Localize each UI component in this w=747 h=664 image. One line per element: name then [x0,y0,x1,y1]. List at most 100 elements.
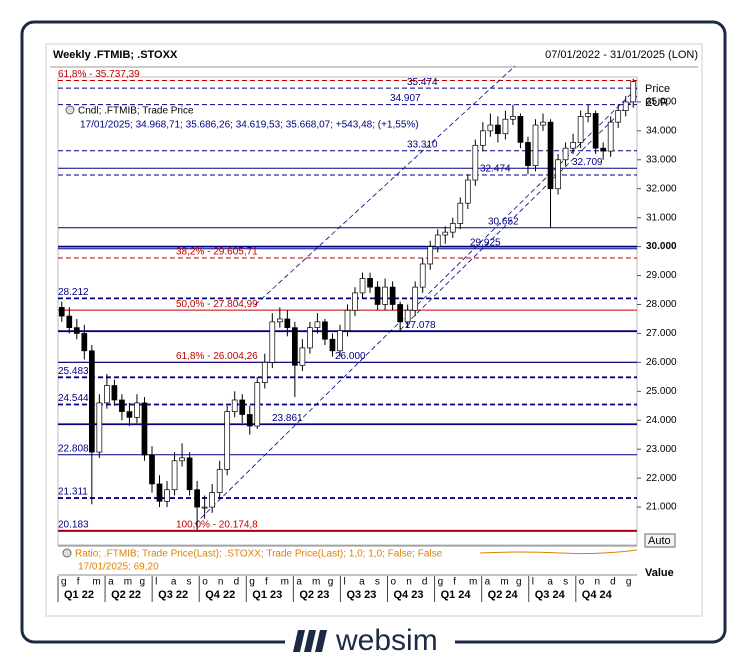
quarter-label: Q1 24 [441,589,472,601]
candle-body [525,142,531,166]
month-label: o [579,577,585,588]
candle-body [284,318,291,328]
month-label: a [485,577,491,588]
level-label: 38,2% - 29.605,71 [176,247,258,258]
candle-body [577,116,584,143]
month-label: d [422,577,428,588]
candle-body [457,202,464,224]
month-label: f [77,577,80,588]
month-label: a [296,577,302,588]
candle-body [111,385,118,401]
level-label: 30.652 [488,216,519,227]
logo-mark [293,630,327,652]
y-axis-unit: EUR [645,97,668,109]
y-tick-label: 30.000 [646,241,677,252]
candle-body [389,286,396,305]
y-tick-label: 31.000 [646,212,677,223]
chart-title: Weekly .FTMIB; .STOXX [53,49,178,61]
y-tick-label: 29.000 [646,270,677,281]
candle-body [246,414,253,427]
candle-body [472,144,479,181]
auto-button[interactable] [644,533,676,548]
month-label: m [281,577,289,588]
level-label: 32.474 [480,164,511,175]
candle-body [186,457,193,491]
candle-body [322,321,328,340]
candle-body [600,147,607,152]
month-label: f [453,577,456,588]
candle-body [427,246,434,265]
quarter-label: Q2 22 [111,589,141,601]
y-tick-label: 28.000 [646,299,677,310]
logo-stroke [315,630,327,652]
candle-body [442,231,449,236]
candle-body [156,483,163,502]
chart-panel [45,43,703,617]
candle-body [359,278,366,294]
candle-body [397,304,403,323]
month-label: m [124,577,132,588]
candle-body [209,492,215,508]
candle-body [66,315,73,328]
level-label: 26.000 [335,351,366,362]
candle-body [495,124,501,135]
y-tick-label: 25.000 [646,386,677,397]
candle-body [540,121,546,126]
y-tick-label: 21.000 [646,502,677,513]
candle-body [367,278,373,288]
y-tick-label: 24.000 [646,415,677,426]
legend-title: Cndl; .FTMIB; Trade Price [78,106,194,117]
candles [58,78,637,531]
candle-body [487,124,494,132]
month-label: m [500,577,508,588]
candle-body [622,101,629,111]
logo-stroke [304,630,316,652]
candle-body [201,506,208,509]
level-label: 23.861 [272,413,303,424]
month-label: n [594,577,600,588]
candle-body [58,307,65,317]
y-tick-label: 33.000 [646,154,677,165]
candle-body [269,321,276,363]
candle-body [517,116,524,143]
candle-body [615,110,622,123]
level-label: 35.474 [407,77,438,88]
month-label: d [610,577,616,588]
level-label: 61,8% - 26.004,26 [176,351,258,362]
candle-body [119,399,125,412]
level-label: 29.925 [470,237,501,248]
channel [194,65,638,525]
candle-body [292,327,298,366]
candle-body [149,454,155,485]
candle-body [179,457,185,462]
quarter-label: Q4 24 [582,589,613,601]
month-label: m [312,577,320,588]
month-label: a [359,577,365,588]
levels: 61,8% - 35.737,39 35.474 34.907 33.310 32.47… [58,69,637,532]
logo-stroke [293,630,305,652]
month-label: a [547,577,553,588]
month-label: f [265,577,268,588]
level-label: 24.544 [58,393,89,404]
quarter-label: Q2 23 [299,589,329,601]
quarter-label: Q2 24 [488,589,519,601]
candle-body [419,263,426,288]
ratio-icon [62,548,72,558]
candle-body [585,113,591,117]
candle-body [344,309,351,331]
quarter-label: Q3 24 [535,589,566,601]
auto-label[interactable]: Auto [648,535,671,547]
level-label: 22.808 [58,443,89,454]
candle-body [382,286,388,305]
month-label: g [139,577,145,588]
y-tick-label: 23.000 [646,444,677,455]
level-label: 33.310 [407,139,438,150]
logo-text: websim [335,624,438,657]
month-label: g [516,577,522,588]
y-tick-label: 32.000 [646,183,677,194]
level-label: 20.183 [58,519,89,530]
candle-body [314,321,321,328]
candle-body [352,292,358,311]
level-label: 32.709 [572,157,603,168]
